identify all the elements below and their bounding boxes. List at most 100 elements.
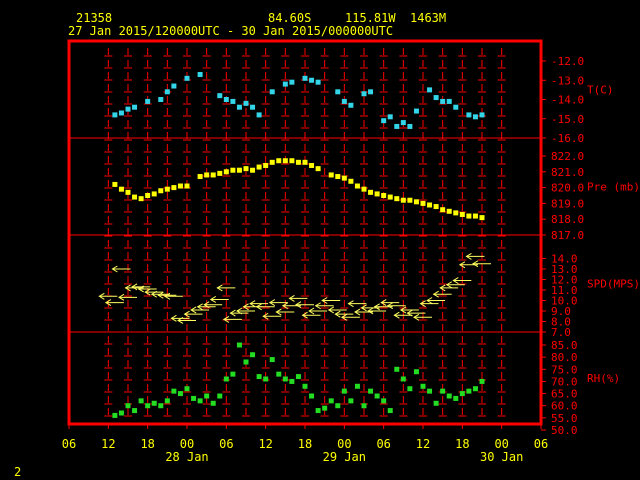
wind-arrow-head bbox=[216, 284, 223, 292]
wind-arrow-head bbox=[203, 301, 210, 309]
wind-arrow-head bbox=[118, 293, 125, 301]
wind-arrow-head bbox=[340, 313, 348, 321]
wind-arrow bbox=[393, 311, 413, 319]
temperature-point bbox=[479, 112, 485, 118]
wind-arrow bbox=[98, 292, 118, 300]
wind-arrow bbox=[340, 313, 360, 321]
station-longitude: 115.81W bbox=[345, 11, 396, 25]
wind-arrow bbox=[275, 308, 295, 316]
rh-point bbox=[361, 403, 367, 409]
wind-arrow-head bbox=[183, 310, 190, 318]
wind-arrow bbox=[321, 297, 341, 304]
y-tick-label: 75.0 bbox=[551, 363, 578, 376]
wind-arrow-head bbox=[255, 303, 262, 311]
wind-arrow bbox=[131, 283, 151, 291]
temperature-point bbox=[472, 114, 478, 120]
pressure-point bbox=[427, 202, 433, 208]
wind-arrow bbox=[222, 315, 242, 323]
wind-arrow-head bbox=[288, 294, 295, 302]
panel-label: T(C) bbox=[587, 84, 614, 97]
wind-arrow bbox=[439, 284, 459, 292]
pressure-point bbox=[446, 208, 452, 214]
x-tick-label: 06 bbox=[534, 437, 548, 451]
y-tick-label: 14.0 bbox=[551, 253, 578, 266]
temperature-point bbox=[230, 98, 236, 104]
pressure-point bbox=[341, 175, 347, 181]
pressure-point bbox=[282, 158, 288, 164]
rh-point bbox=[145, 403, 151, 409]
wind-arrow-head bbox=[465, 252, 472, 260]
y-tick-label: -13.0 bbox=[551, 74, 584, 87]
wind-arrow bbox=[288, 294, 308, 302]
wind-arrow bbox=[308, 307, 328, 315]
y-tick-label: 822.0 bbox=[551, 150, 584, 163]
y-tick-label: -15.0 bbox=[551, 113, 584, 126]
wind-arrow-head bbox=[321, 297, 328, 304]
pressure-point bbox=[210, 172, 216, 178]
wind-arrow bbox=[209, 296, 229, 303]
temperature-point bbox=[387, 114, 393, 120]
wind-arrow bbox=[406, 309, 426, 317]
y-tick-label: 55.0 bbox=[551, 412, 578, 425]
pressure-point bbox=[348, 178, 354, 184]
pressure-point bbox=[472, 213, 478, 219]
wind-arrow-head bbox=[111, 265, 118, 273]
wind-arrow-head bbox=[308, 307, 315, 315]
temperature-point bbox=[400, 120, 406, 126]
wind-arrow bbox=[170, 314, 190, 322]
wind-arrow-head bbox=[150, 290, 158, 298]
wind-arrow-head bbox=[360, 304, 367, 312]
pressure-point bbox=[302, 159, 308, 165]
temperature-point bbox=[466, 112, 472, 118]
wind-arrow bbox=[367, 307, 387, 315]
pressure-point bbox=[125, 189, 131, 195]
date-label: 28 Jan bbox=[165, 450, 208, 464]
temperature-point bbox=[171, 83, 177, 89]
pressure-point bbox=[145, 193, 151, 198]
temperature-point bbox=[243, 100, 249, 106]
pressure-point bbox=[243, 166, 249, 172]
temperature-point bbox=[164, 89, 170, 95]
wind-arrow-head bbox=[222, 315, 230, 323]
wind-arrow bbox=[347, 300, 367, 308]
wind-arrow-head bbox=[327, 306, 335, 314]
wind-arrow-head bbox=[354, 308, 361, 316]
wind-arrow bbox=[295, 301, 314, 309]
rh-point bbox=[164, 398, 170, 404]
pressure-point bbox=[138, 196, 144, 202]
panel-label: RH(%) bbox=[587, 372, 620, 385]
rh-point bbox=[407, 386, 413, 392]
x-tick-label: 06 bbox=[62, 437, 76, 451]
rh-point bbox=[459, 391, 465, 397]
temperature-point bbox=[223, 97, 229, 102]
temperature-point bbox=[407, 123, 413, 129]
wind-arrow-head bbox=[275, 308, 282, 316]
rh-point bbox=[177, 391, 183, 397]
x-tick-label: 06 bbox=[376, 437, 390, 451]
rh-point bbox=[466, 388, 472, 394]
rh-point bbox=[328, 398, 334, 404]
pressure-point bbox=[250, 167, 256, 173]
rh-point bbox=[243, 359, 249, 365]
wind-arrow bbox=[386, 302, 406, 310]
wind-arrow bbox=[426, 297, 446, 304]
temperature-point bbox=[217, 93, 223, 99]
temperature-point bbox=[433, 95, 439, 101]
wind-arrow bbox=[465, 252, 485, 260]
rh-point bbox=[158, 403, 164, 409]
wind-arrow-head bbox=[406, 309, 413, 317]
pressure-point bbox=[374, 191, 380, 197]
temperature-point bbox=[112, 112, 118, 118]
rh-point bbox=[184, 386, 190, 392]
pressure-point bbox=[197, 174, 203, 180]
wind-arrow bbox=[190, 306, 210, 314]
wind-arrow-head bbox=[367, 307, 374, 315]
wind-arrow-head bbox=[249, 300, 256, 308]
wind-arrow bbox=[196, 303, 216, 311]
wind-arrow bbox=[419, 300, 439, 308]
wind-arrow bbox=[183, 310, 203, 318]
y-tick-label: -14.0 bbox=[551, 94, 584, 107]
wind-arrow-head bbox=[334, 310, 341, 318]
rh-point bbox=[302, 383, 308, 389]
